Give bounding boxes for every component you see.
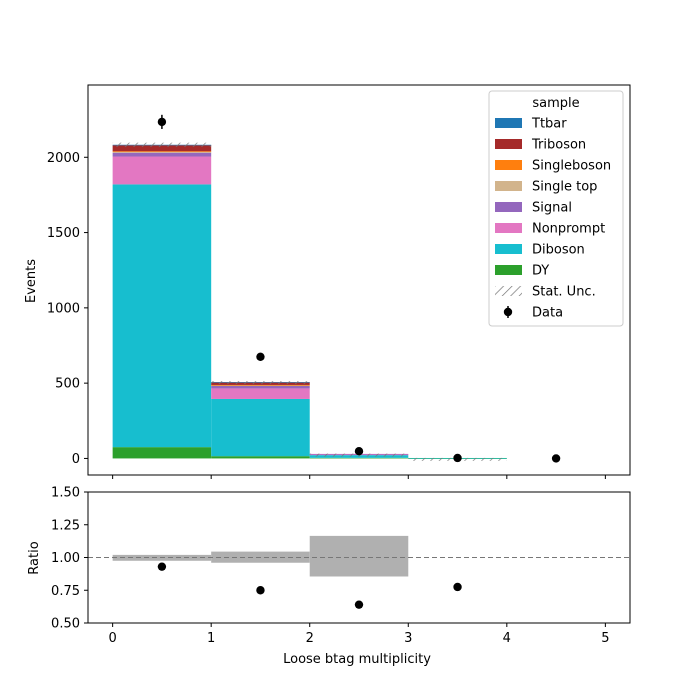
legend-swatch-nonprompt	[495, 223, 522, 233]
stat-unc-bin-1	[211, 381, 310, 385]
legend-label-ttbar: Ttbar	[531, 117, 567, 132]
ratio-unc-band-bin-2	[309, 535, 409, 577]
main-y-tick-label-3: 1500	[47, 226, 80, 241]
bar-signal-bin-0	[112, 152, 212, 157]
legend-label-data: Data	[532, 306, 563, 321]
legend-label-signal: Signal	[532, 201, 572, 216]
ratio-panel: 0 1 2 3 4 5 0.50 0.75 1.00 1.25 1.50 Ratio Loose …	[27, 486, 631, 667]
legend-swatch-dy	[495, 265, 522, 275]
legend-swatch-singleboson	[495, 160, 522, 170]
main-y-tick-label-0: 0	[72, 452, 80, 467]
ratio-y-ticks: 0.50 0.75 1.00 1.25 1.50	[51, 486, 88, 632]
bar-single-top-bin-0	[112, 152, 212, 153]
ratio-y-axis-label: Ratio	[27, 541, 42, 574]
bar-dy-bin-0	[112, 447, 212, 459]
bar-dy-bin-2	[309, 457, 409, 459]
ratio-y-tick-label-0: 0.50	[51, 617, 80, 632]
ratio-point-3	[453, 582, 462, 592]
ratio-x-tick-label-3: 3	[404, 631, 412, 646]
bar-nonprompt-bin-1	[211, 388, 310, 399]
bar-diboson-bin-0	[112, 184, 212, 448]
legend-swatch-ttbar	[495, 118, 522, 128]
legend-swatch-diboson	[495, 244, 522, 254]
ratio-x-tick-label-0: 0	[108, 631, 116, 646]
legend-title: sample	[532, 96, 579, 111]
ratio-x-tick-label-2: 2	[306, 631, 314, 646]
bar-signal-bin-1	[211, 385, 310, 389]
main-x-ticks	[112, 475, 606, 479]
legend-swatch-stat-unc-	[495, 286, 522, 296]
main-y-tick-label-4: 2000	[47, 151, 80, 166]
ratio-y-tick-label-3: 1.25	[51, 518, 80, 533]
main-axes-frame	[87, 84, 631, 476]
stat-unc-bin-0	[112, 142, 212, 147]
bar-single-top-bin-1	[211, 385, 310, 387]
ratio-x-ticks: 0 1 2 3 4 5	[108, 623, 610, 646]
bar-diboson-bin-1	[211, 398, 310, 457]
legend-label-single-top: Single top	[532, 180, 597, 195]
bar-singleboson-bin-1	[211, 384, 310, 386]
legend-entries: Ttbar Triboson Singleboson Single top Signal…	[495, 117, 611, 321]
ratio-x-tick-label-5: 5	[601, 631, 609, 646]
ratio-x-tick-label-4: 4	[503, 631, 511, 646]
main-y-axis-label: Events	[24, 259, 39, 303]
ratio-point-1	[256, 586, 265, 595]
bar-triboson-bin-0	[112, 145, 212, 152]
legend-swatch-signal	[495, 202, 522, 212]
ratio-plot-area	[88, 535, 630, 609]
ratio-x-tick-label-1: 1	[207, 631, 215, 646]
legend-label-dy: DY	[532, 264, 549, 279]
data-point-0	[157, 117, 167, 127]
legend: sample Ttbar Triboson Singleboson Single to…	[488, 90, 624, 327]
data-point-2	[354, 447, 364, 456]
data-point-4	[551, 454, 561, 463]
main-y-tick-label-2: 1000	[47, 301, 80, 316]
data-point-1	[256, 352, 265, 361]
ratio-point-0	[157, 562, 167, 571]
legend-label-diboson: Diboson	[532, 243, 585, 258]
main-plot-area	[112, 114, 561, 463]
bar-nonprompt-bin-0	[112, 156, 212, 185]
legend-swatch-triboson	[495, 139, 522, 149]
bar-singleboson-bin-0	[112, 151, 212, 153]
main-y-tick-label-1: 500	[55, 377, 80, 392]
legend-label-triboson: Triboson	[531, 138, 586, 153]
data-point-3	[453, 453, 462, 463]
legend-marker-data	[503, 307, 513, 317]
main-y-ticks: 0 500 1000 1500 2000	[47, 151, 88, 467]
ratio-y-tick-label-2: 1.00	[51, 551, 80, 566]
legend-label-nonprompt: Nonprompt	[532, 222, 605, 237]
legend-swatch-single-top	[495, 181, 522, 191]
x-axis-label: Loose btag multiplicity	[283, 652, 431, 667]
legend-label-singleboson: Singleboson	[532, 159, 611, 174]
ratio-y-tick-label-1: 0.75	[51, 584, 80, 599]
ratio-point-2	[354, 600, 364, 609]
ratio-y-tick-label-4: 1.50	[51, 486, 80, 501]
main-panel: 0 500 1000 1500 2000 Events sample Ttbar Trib…	[24, 84, 631, 479]
legend-frame	[488, 90, 624, 327]
legend-label-stat-unc-: Stat. Unc.	[532, 285, 596, 300]
bar-dy-bin-1	[211, 456, 310, 459]
